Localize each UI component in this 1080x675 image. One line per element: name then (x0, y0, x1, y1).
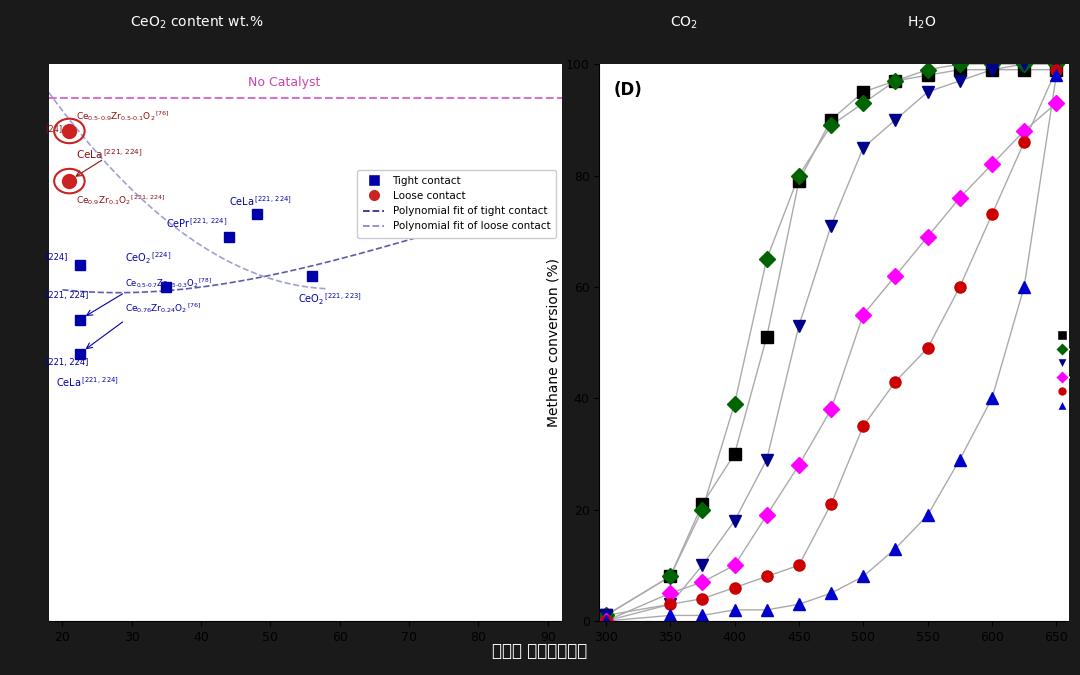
Legend: , , , , , : , , , , , (1057, 329, 1074, 412)
Text: $\mathrm{Ce_{0.9}Zr_{0.1}O_2}^{\,[221,\,224]}$: $\mathrm{Ce_{0.9}Zr_{0.1}O_2}^{\,[221,\,… (77, 193, 166, 207)
Text: $\mathrm{CeLa}^{\,[221,\,224]}$: $\mathrm{CeLa}^{\,[221,\,224]}$ (229, 194, 292, 208)
Text: 做测试 上科学指南针: 做测试 上科学指南针 (492, 643, 588, 660)
Text: $\mathrm{Ce_{0.5\text{-}0.7}Zr_{0.5\text{-}0.3}O_2}^{\,[78]}$: $\mathrm{Ce_{0.5\text{-}0.7}Zr_{0.5\text… (125, 277, 212, 290)
Text: [24]: [24] (45, 124, 63, 133)
Text: $\mathrm{CeO_2}$ content wt.%: $\mathrm{CeO_2}$ content wt.% (130, 15, 264, 31)
Text: $\mathrm{CeLa}^{\,[221,\,224]}$: $\mathrm{CeLa}^{\,[221,\,224]}$ (77, 147, 143, 161)
Text: [221, 224]: [221, 224] (45, 291, 89, 300)
Text: $\mathrm{CeLa}^{\,[221,\,224]}$: $\mathrm{CeLa}^{\,[221,\,224]}$ (55, 375, 119, 389)
Text: [221, 224]: [221, 224] (45, 358, 89, 367)
Text: $\mathrm{CO_2}$: $\mathrm{CO_2}$ (670, 15, 698, 31)
Legend: Tight contact, Loose contact, Polynomial fit of tight contact, Polynomial fit of: Tight contact, Loose contact, Polynomial… (357, 169, 556, 238)
Text: $\mathrm{CeHf}^{\,[223]}$: $\mathrm{CeHf}^{\,[223]}$ (423, 197, 468, 211)
Text: $\mathrm{CeO_2}^{\,[224]}$: $\mathrm{CeO_2}^{\,[224]}$ (125, 250, 171, 266)
Text: $\mathrm{CeO_2}^{\,[221,\,223]}$: $\mathrm{CeO_2}^{\,[221,\,223]}$ (298, 292, 362, 307)
Text: $\mathrm{Ce_{0.5\text{-}0.9}Zr_{0.5\text{-}0.1}O_2}^{\,[76]}$: $\mathrm{Ce_{0.5\text{-}0.9}Zr_{0.5\text… (77, 109, 171, 124)
Text: $\mathrm{CePr}^{\,[221,\,224]}$: $\mathrm{CePr}^{\,[221,\,224]}$ (166, 217, 228, 230)
Y-axis label: Methane conversion (%): Methane conversion (%) (546, 258, 561, 427)
Text: $\mathrm{H_2O}$: $\mathrm{H_2O}$ (907, 15, 936, 31)
Text: $\mathrm{Ce_{0.76}Zr_{0.24}O_2}^{\,[76]}$: $\mathrm{Ce_{0.76}Zr_{0.24}O_2}^{\,[76]}… (125, 302, 201, 315)
Text: No Catalyst: No Catalyst (248, 76, 321, 89)
Text: (D): (D) (613, 81, 643, 99)
Text: [224]: [224] (45, 252, 68, 261)
